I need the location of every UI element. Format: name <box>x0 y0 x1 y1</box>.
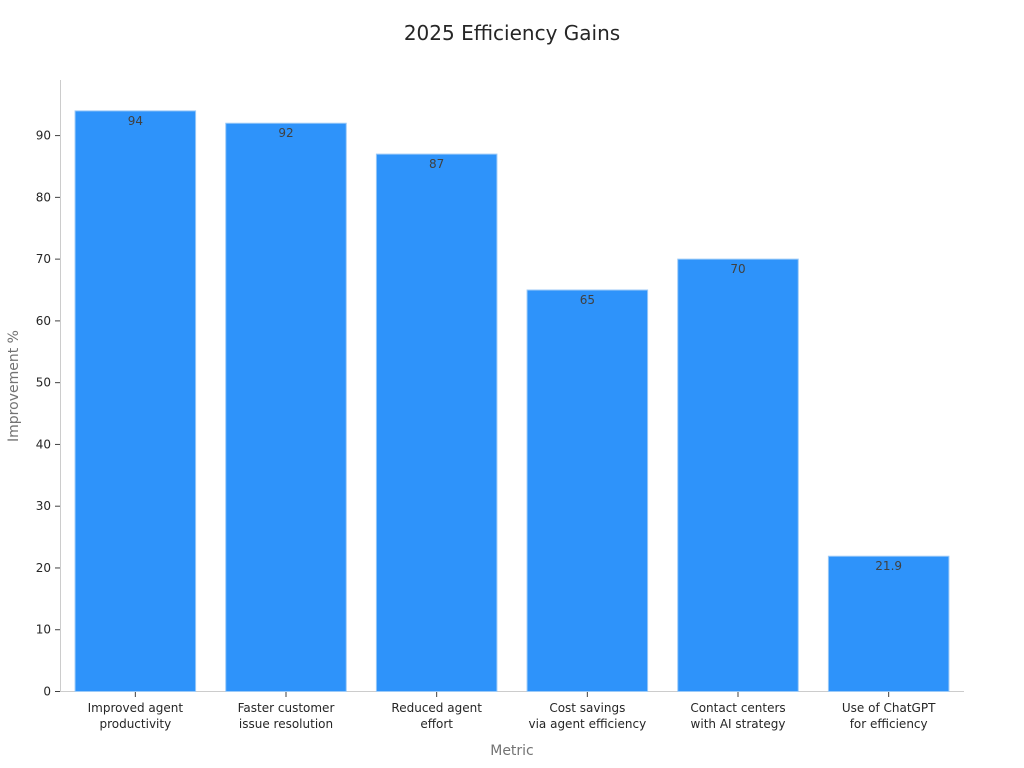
bar-series <box>74 110 950 693</box>
y-tick-label: 20 <box>36 561 51 575</box>
x-tick-label: with AI strategy <box>691 717 786 731</box>
bar-value-label: 87 <box>429 157 444 171</box>
y-tick-label: 50 <box>36 376 51 390</box>
bar <box>677 258 799 692</box>
bar-value-label: 70 <box>730 262 745 276</box>
y-axis-ticks: 0 10 20 30 40 50 60 70 80 90 <box>36 129 60 699</box>
x-axis-ticks: Improved agent productivity Faster custome… <box>88 692 936 731</box>
x-axis-title: Metric <box>490 743 534 759</box>
x-tick-label: issue resolution <box>239 717 333 731</box>
data-labels: 94 92 87 65 70 21.9 <box>128 114 902 573</box>
bar <box>225 122 347 693</box>
y-tick-label: 80 <box>36 190 51 204</box>
y-tick-label: 0 <box>43 685 51 699</box>
bar <box>375 153 498 692</box>
y-tick-label: 60 <box>36 314 51 328</box>
bar <box>526 289 649 692</box>
x-tick-label: productivity <box>99 717 171 731</box>
bar <box>827 555 950 692</box>
x-tick-label: for efficiency <box>850 717 928 731</box>
x-tick-label: Contact centers <box>690 701 785 715</box>
y-tick-label: 40 <box>36 437 51 451</box>
x-tick-label: effort <box>420 717 453 731</box>
x-tick-label: Faster customer <box>238 701 335 715</box>
x-tick-label: Cost savings <box>549 701 625 715</box>
y-axis-title: Improvement % <box>6 330 22 442</box>
x-tick-label: Use of ChatGPT <box>842 701 936 715</box>
bar-value-label: 94 <box>128 114 143 128</box>
bar-value-label: 21.9 <box>875 559 902 573</box>
y-tick-label: 10 <box>36 623 51 637</box>
y-tick-label: 90 <box>36 129 51 143</box>
bar <box>74 110 197 692</box>
bar-value-label: 65 <box>580 293 595 307</box>
bar-value-label: 92 <box>278 126 293 140</box>
x-tick-label: Reduced agent <box>391 701 482 715</box>
chart-title: 2025 Efficiency Gains <box>404 21 620 45</box>
y-tick-label: 30 <box>36 499 51 513</box>
x-tick-label: via agent efficiency <box>528 717 646 731</box>
x-tick-label: Improved agent <box>88 701 184 715</box>
y-tick-label: 70 <box>36 252 51 266</box>
